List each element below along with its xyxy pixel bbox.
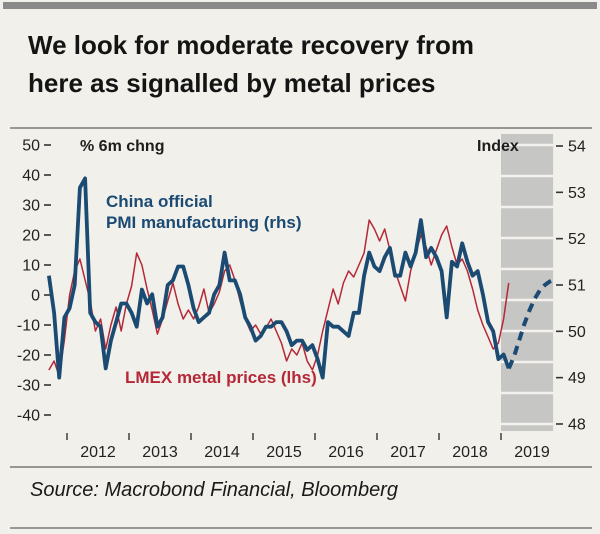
svg-text:-10: -10 <box>17 318 40 335</box>
svg-text:2019: 2019 <box>514 444 550 461</box>
svg-text:2012: 2012 <box>80 444 116 461</box>
svg-text:-30: -30 <box>17 378 40 395</box>
divider-under-title <box>10 127 592 129</box>
svg-text:48: 48 <box>568 416 586 433</box>
chart-title-line2: here as signalled by metal prices <box>28 68 436 98</box>
svg-text:20: 20 <box>22 228 40 245</box>
left-axis-unit-label: % 6m chng <box>80 138 165 155</box>
svg-text:30: 30 <box>22 198 40 215</box>
right-axis-unit-label: Index <box>477 138 519 155</box>
pmi-line <box>47 176 511 380</box>
svg-text:50: 50 <box>22 138 40 155</box>
svg-text:0: 0 <box>31 288 40 305</box>
svg-text:54: 54 <box>568 139 586 156</box>
pmi-forecast-line <box>506 277 557 370</box>
legend-pmi-line1: China official <box>106 192 213 211</box>
lmex-line <box>48 219 510 377</box>
chart-title-line1: We look for moderate recovery from <box>28 30 474 60</box>
svg-text:2013: 2013 <box>142 444 178 461</box>
svg-text:51: 51 <box>568 277 586 294</box>
svg-text:53: 53 <box>568 185 586 202</box>
svg-text:2015: 2015 <box>266 444 302 461</box>
legend-lmex: LMEX metal prices (lhs) <box>125 368 317 387</box>
x-axis: 2012 2013 2014 2015 2016 2017 2018 2019 <box>66 433 550 461</box>
svg-text:10: 10 <box>22 258 40 275</box>
forecast-band <box>501 134 554 431</box>
svg-text:2014: 2014 <box>204 444 240 461</box>
divider-bottom <box>10 527 592 529</box>
left-axis: 50 40 30 20 10 0 -10 -20 -30 -40 <box>17 138 51 425</box>
chart-title: We look for moderate recovery from here … <box>28 26 588 102</box>
svg-text:2016: 2016 <box>328 444 364 461</box>
source-text: Source: Macrobond Financial, Bloomberg <box>30 479 398 501</box>
svg-text:40: 40 <box>22 168 40 185</box>
top-accent-bar <box>3 2 597 9</box>
svg-text:49: 49 <box>568 370 586 387</box>
svg-text:-40: -40 <box>17 408 40 425</box>
divider-above-source <box>10 466 592 468</box>
svg-text:50: 50 <box>568 324 586 341</box>
svg-text:2017: 2017 <box>390 444 426 461</box>
legend-pmi-line2: PMI manufacturing (rhs) <box>106 213 302 232</box>
svg-text:-20: -20 <box>17 348 40 365</box>
right-axis: 54 53 52 51 50 49 48 <box>556 139 586 433</box>
legend-pmi: China official PMI manufacturing (rhs) <box>106 191 302 233</box>
svg-text:2018: 2018 <box>452 444 488 461</box>
svg-text:52: 52 <box>568 231 586 248</box>
